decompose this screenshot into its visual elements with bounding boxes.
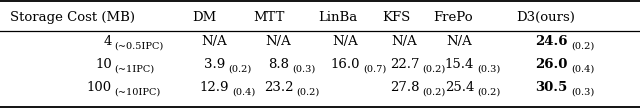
Text: 27.8: 27.8 [390, 81, 419, 94]
Text: (~1IPC): (~1IPC) [115, 65, 155, 74]
Text: N/A: N/A [447, 35, 472, 49]
Text: (0.2): (0.2) [296, 88, 319, 97]
Text: (0.4): (0.4) [572, 65, 595, 74]
Text: 26.0: 26.0 [536, 58, 568, 71]
Text: Storage Cost (MB): Storage Cost (MB) [10, 11, 134, 24]
Text: 12.9: 12.9 [200, 81, 229, 94]
Text: 24.6: 24.6 [536, 35, 568, 49]
Text: DM: DM [193, 11, 217, 24]
Text: (0.2): (0.2) [228, 65, 252, 74]
Text: 25.4: 25.4 [445, 81, 474, 94]
Text: 15.4: 15.4 [445, 58, 474, 71]
Text: N/A: N/A [266, 35, 291, 49]
Text: N/A: N/A [333, 35, 358, 49]
Text: (0.3): (0.3) [292, 65, 316, 74]
Text: N/A: N/A [392, 35, 417, 49]
Text: 10: 10 [95, 58, 112, 71]
Text: FrePo: FrePo [433, 11, 473, 24]
Text: LinBa: LinBa [318, 11, 358, 24]
Text: (0.2): (0.2) [422, 88, 445, 97]
Text: 22.7: 22.7 [390, 58, 419, 71]
Text: (0.7): (0.7) [364, 65, 387, 74]
Text: 8.8: 8.8 [268, 58, 289, 71]
Text: 23.2: 23.2 [264, 81, 293, 94]
Text: (0.2): (0.2) [422, 65, 445, 74]
Text: 4: 4 [104, 35, 112, 49]
Text: (~0.5IPC): (~0.5IPC) [115, 42, 164, 51]
Text: (0.2): (0.2) [572, 42, 595, 51]
Text: 30.5: 30.5 [536, 81, 568, 94]
Text: 100: 100 [87, 81, 112, 94]
Text: (0.4): (0.4) [232, 88, 255, 97]
Text: 16.0: 16.0 [331, 58, 360, 71]
Text: (~10IPC): (~10IPC) [115, 88, 161, 97]
Text: MTT: MTT [253, 11, 285, 24]
Text: D3(ours): D3(ours) [516, 11, 575, 24]
Text: N/A: N/A [202, 35, 227, 49]
Text: 3.9: 3.9 [204, 58, 225, 71]
Text: (0.3): (0.3) [477, 65, 500, 74]
Text: (0.2): (0.2) [477, 88, 500, 97]
Text: (0.3): (0.3) [572, 88, 595, 97]
Text: KFS: KFS [383, 11, 411, 24]
